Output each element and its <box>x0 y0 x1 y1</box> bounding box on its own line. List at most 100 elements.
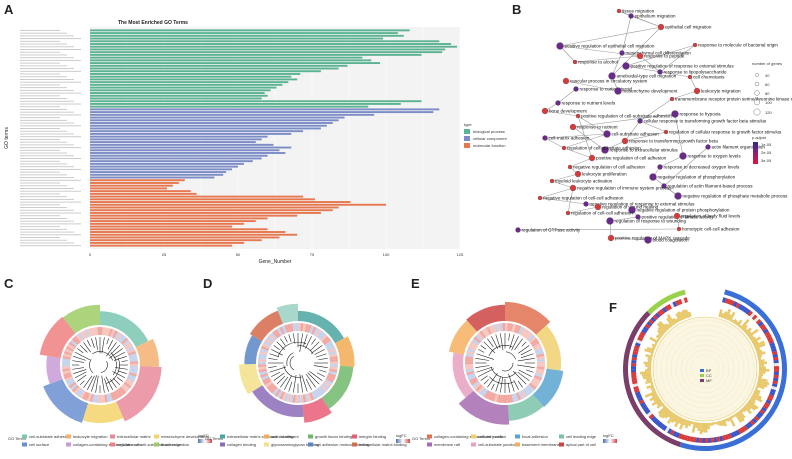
logfc-tick <box>316 330 324 339</box>
term-label-placeholder <box>20 40 60 42</box>
logfc-tick <box>259 370 268 376</box>
dendrogram-arc <box>298 345 314 354</box>
logfc-tick <box>486 391 492 400</box>
size-legend-circle <box>753 108 761 116</box>
circos-track-cell <box>695 437 700 443</box>
dendrogram-branch <box>117 370 127 374</box>
network-node <box>573 86 579 92</box>
bar <box>90 75 292 78</box>
dendrogram-branch <box>87 339 91 347</box>
circos-bar <box>684 420 690 429</box>
dendrogram-branch <box>77 348 84 354</box>
term-label-placeholder <box>20 87 67 89</box>
dendrogram-branch <box>316 372 325 377</box>
circos-track-cell <box>636 394 642 399</box>
scale-colorbar <box>603 439 617 443</box>
dendrogram-branch <box>487 338 494 348</box>
circos-grid-ring <box>680 344 730 394</box>
legend-label: cell surface <box>29 442 50 447</box>
go-term-segment <box>458 390 510 425</box>
bar <box>90 124 327 127</box>
logfc-tick <box>68 381 77 389</box>
logfc-tick <box>304 323 310 333</box>
dendrogram-arc <box>283 365 302 378</box>
circos-track-cell <box>634 342 641 347</box>
bar <box>90 105 369 108</box>
logfc-tick <box>82 330 88 339</box>
circos-bar <box>645 369 652 372</box>
logfc-tick <box>264 380 273 388</box>
logfc-tick <box>505 323 508 332</box>
logfc-tick <box>84 392 90 401</box>
circos-bar <box>758 371 766 375</box>
circos-group-band <box>623 311 682 447</box>
logfc-tick <box>274 388 282 397</box>
circos-bar <box>722 419 728 427</box>
circos-track-cell <box>680 434 686 440</box>
circos-bar <box>678 417 684 425</box>
x-tick: 125 <box>457 252 464 257</box>
logfc-tick <box>129 361 138 364</box>
logfc-tick <box>92 394 96 403</box>
legend-swatch <box>700 374 704 377</box>
logfc-tick <box>316 387 324 396</box>
bar <box>90 217 268 220</box>
legend-label: cell-cell junction <box>478 434 506 439</box>
bar <box>90 116 345 119</box>
circos-bar <box>758 366 766 370</box>
legend-label: biological process <box>473 129 505 134</box>
logfc-tick <box>313 327 320 336</box>
logfc-tick <box>477 386 485 394</box>
network-node-label: epithelium migration <box>635 14 677 19</box>
circos-bar <box>720 420 725 427</box>
dendrogram-branch <box>112 377 121 386</box>
network-node <box>669 96 675 102</box>
term-label-placeholder <box>20 171 60 173</box>
logfc-tick <box>62 363 71 367</box>
term-label-placeholder <box>20 117 60 119</box>
logfc-tick <box>469 343 478 349</box>
go-term-segment <box>536 325 562 371</box>
legend-swatch <box>515 442 520 447</box>
bar <box>90 160 253 163</box>
logfc-tick <box>528 336 537 344</box>
circos-track-cell <box>721 435 727 441</box>
circos-bar <box>756 384 765 390</box>
network-edge <box>609 216 639 222</box>
bar <box>90 135 268 138</box>
dendrogram-branch <box>79 344 88 353</box>
network-node-label: negative regulation of response to exter… <box>590 202 696 207</box>
x-tick: 100 <box>383 252 390 257</box>
logfc-tick <box>110 329 116 338</box>
logfc-tick <box>295 394 298 403</box>
dendrogram-arc <box>501 362 514 372</box>
logfc-tick <box>326 374 336 381</box>
circos-bar <box>753 340 765 348</box>
legend-swatch <box>264 442 269 447</box>
bar <box>90 67 339 70</box>
circos-track-cell <box>742 425 748 431</box>
circos-bar <box>713 421 717 425</box>
bar <box>90 222 244 225</box>
dendrogram-branch <box>121 360 128 362</box>
circos-bar <box>753 390 760 396</box>
network-node-label: positive regulation of cell-substrate ad… <box>581 114 672 119</box>
logfc-tick <box>318 332 326 340</box>
dendrogram-branch <box>73 356 86 361</box>
circos-bar <box>734 412 743 423</box>
dendrogram-branch <box>114 356 127 361</box>
circos-bar <box>657 326 666 335</box>
logfc-tick <box>491 324 497 333</box>
chart-title: The Most Enriched GO Terms <box>118 20 188 26</box>
legend-swatch <box>464 129 470 134</box>
bar <box>90 162 244 165</box>
legend-label: membrane raft <box>434 442 461 447</box>
network-node-label: vascular process in circulatory system <box>570 79 648 84</box>
term-label-placeholder <box>20 103 81 105</box>
circos-bar <box>697 422 701 432</box>
size-legend-circle <box>754 90 760 96</box>
dendrogram-branch <box>276 375 286 385</box>
bar <box>90 157 262 160</box>
circos-bar <box>651 346 656 350</box>
term-label-placeholder <box>20 223 81 225</box>
